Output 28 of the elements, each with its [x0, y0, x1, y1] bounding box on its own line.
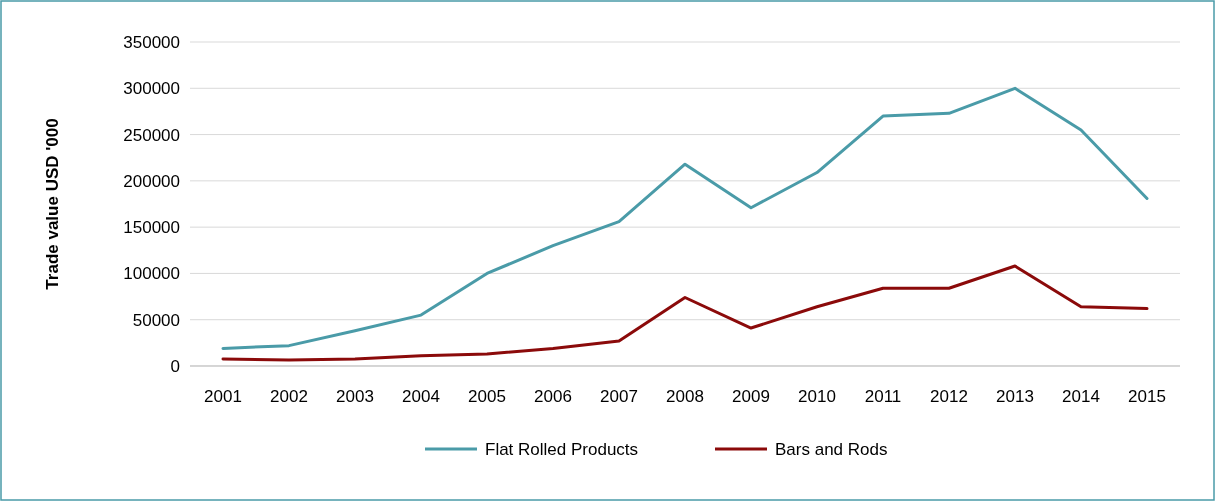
y-tick-label: 300000 — [123, 79, 180, 99]
x-tick-label: 2006 — [534, 387, 572, 406]
legend-label: Flat Rolled Products — [485, 439, 639, 459]
x-tick-label: 2005 — [468, 387, 506, 406]
y-tick-label: 250000 — [123, 125, 180, 145]
x-tick-label: 2010 — [798, 387, 836, 406]
line-series — [221, 264, 1149, 362]
y-tick-label: 100000 — [123, 264, 180, 284]
x-tick-label: 2007 — [600, 387, 638, 406]
x-tick-label: 2001 — [204, 387, 242, 406]
y-tick-label: 150000 — [123, 218, 180, 238]
x-tick-label: 2014 — [1062, 387, 1100, 406]
legend-label: Bars and Rods — [775, 439, 888, 459]
y-tick-label: 0 — [170, 356, 180, 376]
y-tick-label: 50000 — [132, 310, 180, 330]
x-tick-label: 2012 — [930, 387, 968, 406]
y-tick-label: 350000 — [123, 32, 180, 52]
y-axis-title: Trade value USD '000 — [43, 118, 62, 290]
x-tick-label: 2011 — [864, 387, 902, 406]
x-tick-label: 2004 — [402, 387, 440, 406]
x-tick-label: 2008 — [666, 387, 704, 406]
x-tick-label: 2015 — [1128, 387, 1166, 406]
x-tick-label: 2013 — [996, 387, 1034, 406]
y-tick-label: 200000 — [123, 171, 180, 191]
line-series — [221, 86, 1149, 350]
x-tick-label: 2009 — [732, 387, 770, 406]
x-tick-label: 2003 — [336, 387, 374, 406]
x-tick-label: 2002 — [270, 387, 308, 406]
